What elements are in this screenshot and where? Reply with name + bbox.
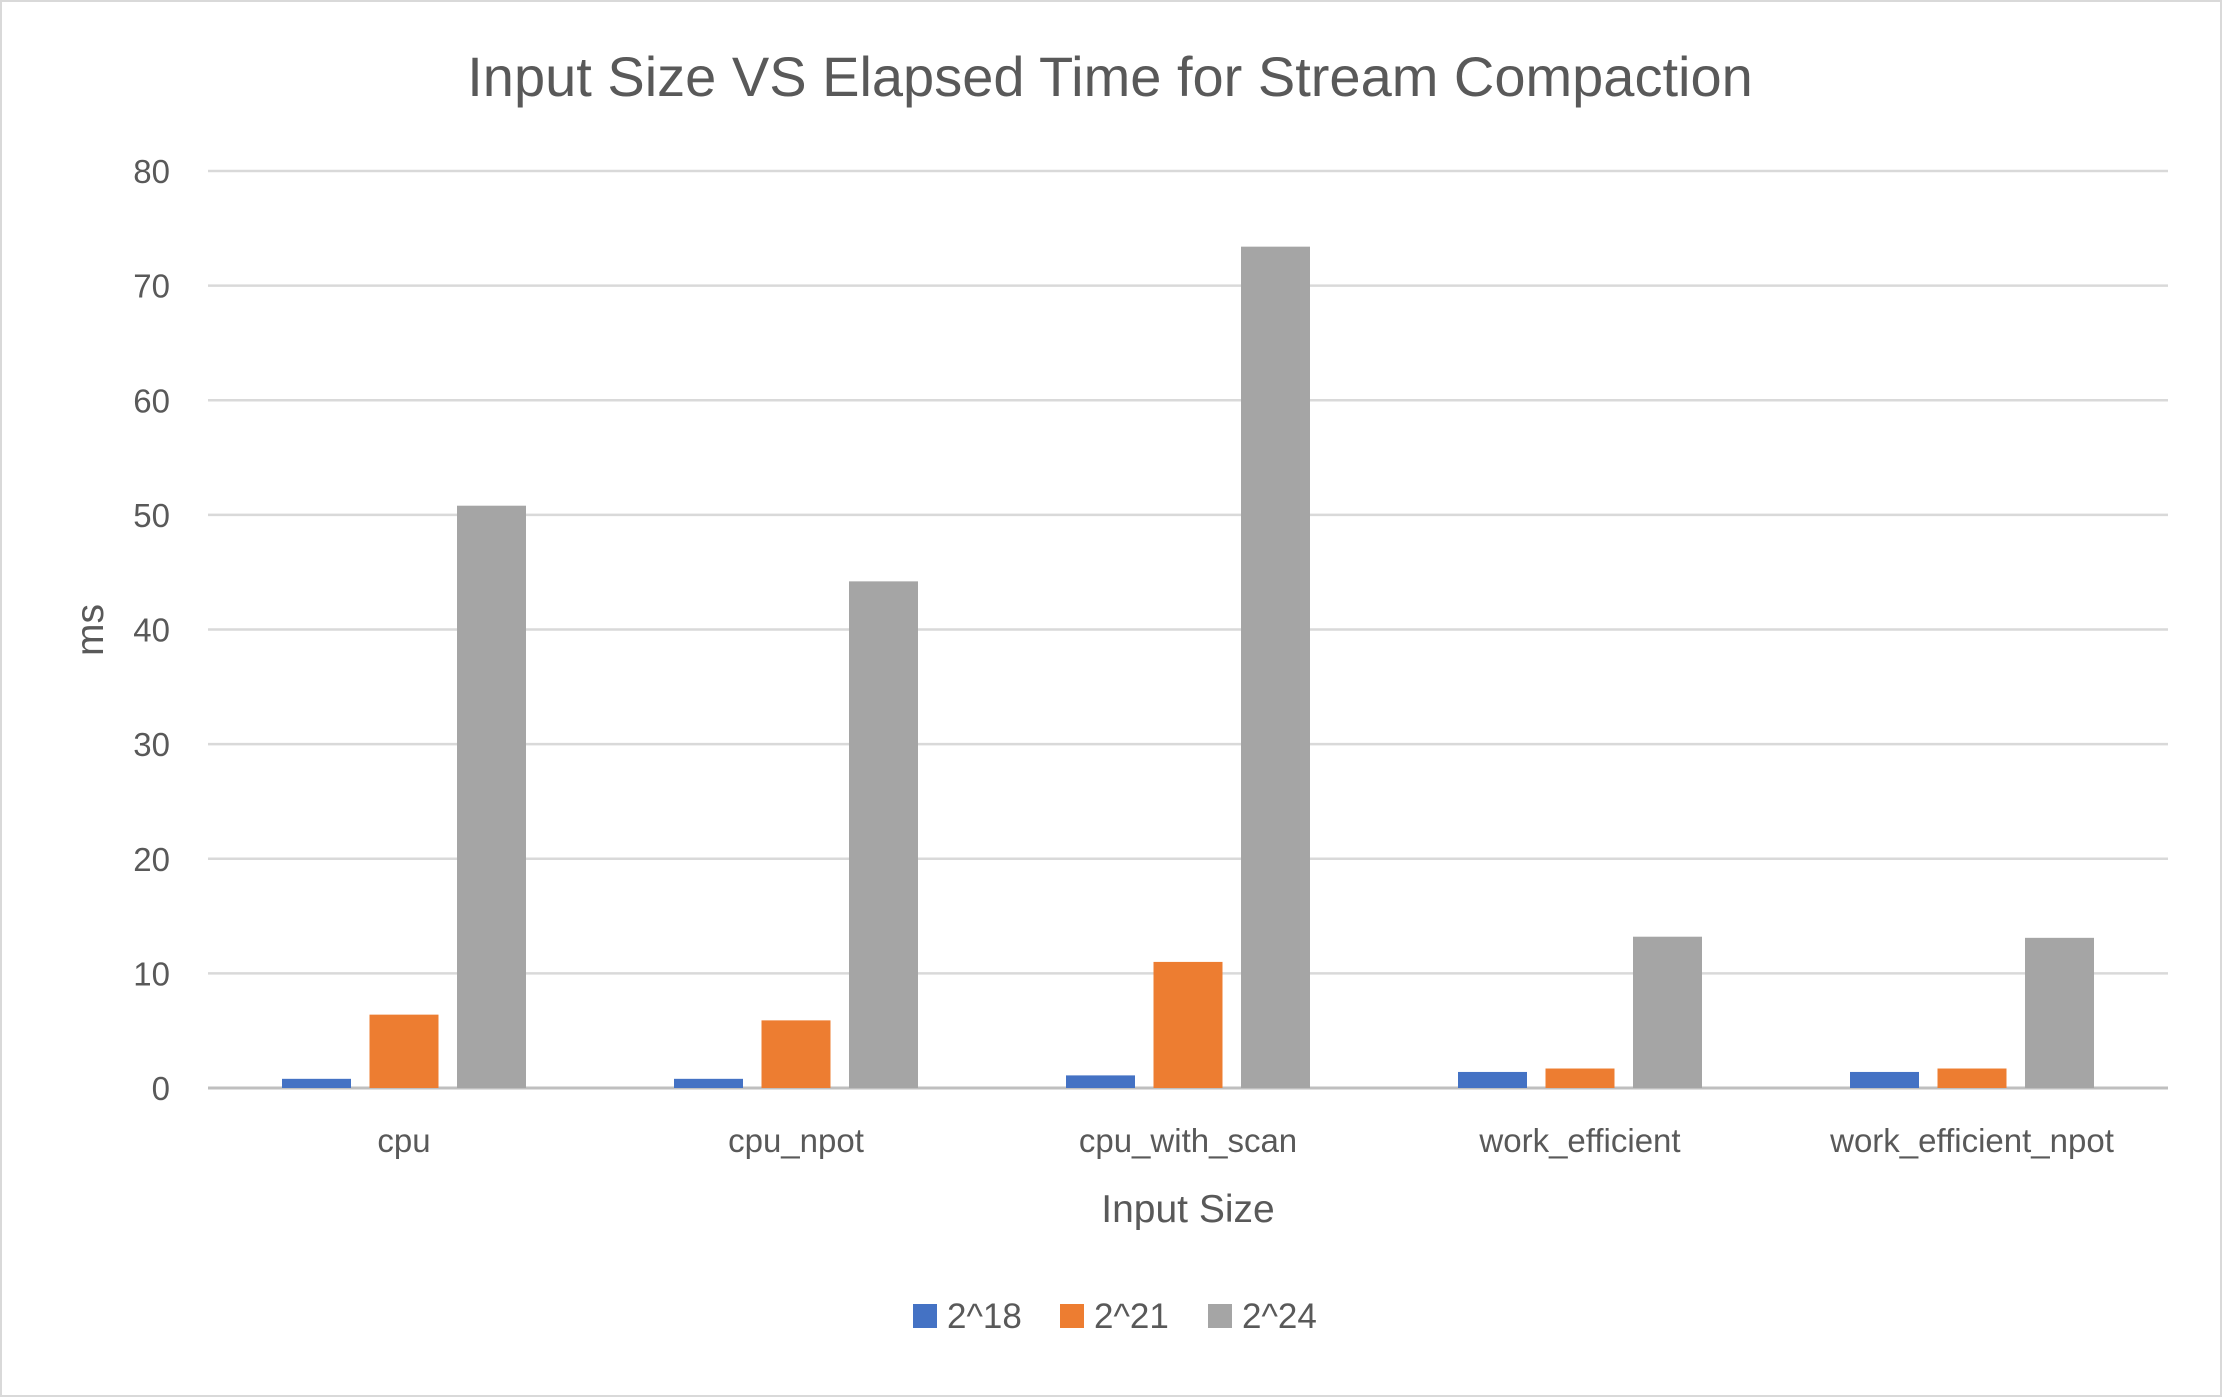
bar-cpu_npot-2^18 (674, 1078, 743, 1088)
bar-work_efficient-2^21 (1545, 1068, 1615, 1088)
legend-swatch (1060, 1304, 1084, 1328)
x-tick-label: cpu_with_scan (1079, 1122, 1297, 1159)
bar-cpu_with_scan-2^24 (1241, 246, 1310, 1089)
y-tick-label: 70 (133, 268, 170, 305)
y-axis-title: ms (69, 604, 112, 656)
y-tick-label: 60 (133, 382, 170, 419)
legend-swatch (1208, 1304, 1232, 1328)
x-tick-label: work_efficient (1478, 1122, 1680, 1159)
x-tick-label: work_efficient_npot (1829, 1122, 2114, 1159)
gridlines (208, 169, 2168, 1090)
y-axis-ticks: 0 10 20 30 40 50 60 70 80 (133, 153, 170, 1107)
y-tick-label: 30 (133, 726, 170, 763)
x-axis-title: Input Size (1101, 1188, 1274, 1231)
bar-cpu_with_scan-2^18 (1066, 1075, 1135, 1088)
bar-work_efficient-2^24 (1633, 936, 1702, 1088)
bar-cpu-2^21 (369, 1014, 439, 1088)
chart-title: Input Size VS Elapsed Time for Stream Co… (467, 45, 1752, 108)
bar-work_efficient_npot-2^24 (2025, 937, 2094, 1088)
y-tick-label: 20 (133, 841, 170, 878)
legend-label: 2^24 (1242, 1297, 1317, 1336)
y-tick-label: 40 (133, 612, 170, 649)
x-tick-label: cpu (377, 1122, 430, 1159)
bar-work_efficient_npot-2^21 (1937, 1068, 2007, 1088)
x-axis-ticks: cpu cpu_npot cpu_with_scan work_efficient wo… (377, 1122, 2113, 1159)
bar-cpu_npot-2^24 (849, 581, 918, 1088)
bar-cpu_npot-2^21 (761, 1020, 831, 1088)
legend-label: 2^18 (947, 1297, 1022, 1336)
y-tick-label: 10 (133, 955, 170, 992)
bar-cpu-2^18 (282, 1078, 351, 1088)
x-tick-label: cpu_npot (728, 1122, 864, 1159)
y-tick-label: 50 (133, 497, 170, 534)
bar-work_efficient-2^18 (1458, 1071, 1527, 1088)
bars (282, 246, 2094, 1089)
bar-work_efficient_npot-2^18 (1850, 1071, 1919, 1088)
y-tick-label: 0 (152, 1070, 170, 1107)
y-tick-label: 80 (133, 153, 170, 190)
legend-label: 2^21 (1094, 1297, 1169, 1336)
legend-swatch (913, 1304, 937, 1328)
bar-cpu-2^24 (457, 505, 526, 1089)
legend: 2^18 2^21 2^24 (913, 1297, 1317, 1336)
bar-cpu_with_scan-2^21 (1153, 961, 1223, 1088)
